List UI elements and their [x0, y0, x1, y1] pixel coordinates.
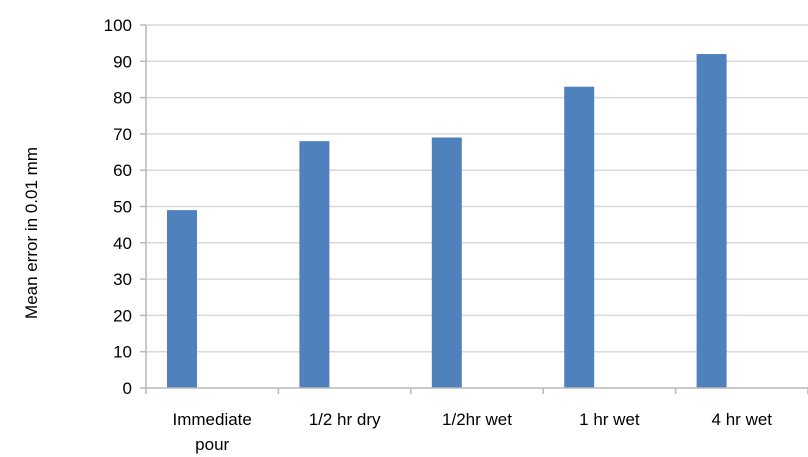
bar	[299, 141, 330, 388]
x-tick-label: 1/2 hr dry	[309, 410, 381, 429]
bar	[431, 137, 462, 388]
y-tick-label: 0	[123, 379, 132, 398]
bar	[564, 86, 595, 389]
y-tick-label: 100	[104, 16, 132, 35]
y-tick-labels: 0 10 20 30 40 50 60 70 80 90 100	[104, 16, 132, 398]
bar	[696, 54, 727, 388]
x-tick-label: 1/2hr wet	[442, 410, 512, 429]
y-tick-label: 70	[113, 125, 132, 144]
x-tick-label: 1 hr wet	[579, 410, 640, 429]
bars	[167, 54, 727, 389]
y-tick-label: 60	[113, 161, 132, 180]
y-tick-label: 90	[113, 52, 132, 71]
x-tick-label: Immediate pour	[173, 410, 252, 454]
y-tick-label: 10	[113, 343, 132, 362]
bar	[167, 210, 197, 388]
y-tick-label: 80	[113, 89, 132, 108]
y-tick-label: 20	[113, 306, 132, 325]
y-tick-label: 40	[113, 234, 132, 253]
y-axis-title: Mean error in 0.01 mm	[22, 147, 41, 319]
y-tick-label: 30	[113, 270, 132, 289]
gridlines	[146, 24, 808, 353]
x-tick-label: 4 hr wet	[712, 410, 773, 429]
y-tick-label: 50	[113, 198, 132, 217]
x-tick-labels: Immediate pour 1/2 hr dry 1/2hr wet 1 hr wet…	[173, 410, 773, 454]
axes	[140, 24, 808, 394]
